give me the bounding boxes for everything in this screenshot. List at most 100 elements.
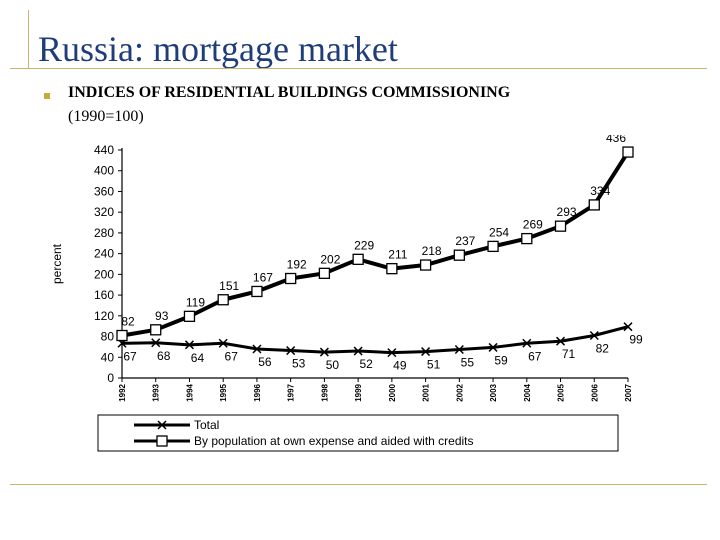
- y-tick-label: 200: [94, 267, 114, 281]
- total-point-marker: [353, 346, 363, 356]
- total-point-marker: [184, 340, 194, 350]
- population-data-label: 436: [606, 135, 626, 145]
- total-point-marker: [421, 347, 431, 357]
- y-tick-label: 240: [94, 247, 114, 261]
- population-data-label: 151: [219, 279, 239, 293]
- population-point-marker: [183, 310, 196, 322]
- total-data-label: 50: [326, 358, 340, 372]
- subtitle-base-note: (1990=100): [68, 108, 144, 125]
- x-tick-label: 1999: [354, 383, 363, 401]
- legend-marker-population: [156, 435, 168, 447]
- population-data-label: 254: [489, 225, 509, 239]
- legend-label-population: By population at own expense and aided w…: [194, 434, 474, 448]
- y-tick-label: 0: [107, 371, 114, 385]
- subtitle-heading: INDICES OF RESIDENTIAL BUILDINGS COMMISS…: [68, 84, 511, 101]
- total-data-label: 68: [157, 349, 171, 363]
- population-point-marker: [521, 232, 533, 245]
- population-data-label: 167: [253, 270, 273, 284]
- x-tick-label: 1992: [118, 383, 127, 401]
- total-data-label: 82: [596, 342, 610, 356]
- x-tick-label: 2004: [523, 383, 532, 401]
- footer-divider: [10, 484, 707, 485]
- total-point-marker: [387, 348, 397, 358]
- series-line-population: [121, 150, 630, 338]
- line-chart: 0 40 80 120 160 200 240 280 320 360 400 440 percent 1…: [50, 135, 643, 452]
- total-data-label: 67: [528, 349, 542, 363]
- x-tick-label: 1997: [287, 383, 296, 401]
- total-point-marker: [556, 336, 566, 346]
- population-data-label: 82: [121, 315, 135, 329]
- population-data-label: 202: [320, 252, 340, 266]
- total-point-marker: [589, 330, 599, 341]
- decorative-vertical-rule: [28, 10, 29, 68]
- population-data-label: 93: [155, 309, 169, 323]
- total-data-label: 99: [629, 333, 643, 347]
- x-tick-label: 2006: [590, 383, 599, 401]
- legend-box: [97, 414, 619, 452]
- legend-marker-total: [157, 420, 167, 430]
- population-point-marker: [217, 294, 229, 306]
- total-point-marker: [286, 346, 296, 356]
- population-data-label: 192: [287, 258, 307, 272]
- slide-title: Russia: mortgage market: [38, 29, 398, 69]
- total-data-label: 51: [427, 358, 441, 372]
- legend-label-total: Total: [194, 418, 219, 432]
- total-data-label: 56: [258, 355, 272, 369]
- x-tick-label: 2002: [455, 383, 464, 401]
- total-point-marker: [522, 338, 532, 348]
- population-point-marker: [116, 329, 128, 342]
- total-data-label: 59: [494, 353, 508, 367]
- x-tick-label: 2007: [624, 383, 633, 401]
- population-point-marker: [352, 253, 364, 265]
- total-point-marker: [319, 347, 329, 357]
- total-point-marker: [218, 338, 228, 348]
- population-data-label: 334: [590, 184, 610, 198]
- x-tick-label: 1996: [253, 383, 262, 401]
- population-point-marker: [487, 240, 499, 253]
- x-tick-label: 1994: [185, 383, 194, 401]
- total-point-marker: [623, 322, 633, 332]
- population-point-marker: [285, 272, 297, 285]
- y-tick-label: 40: [101, 350, 115, 364]
- population-data-label: 119: [186, 295, 205, 309]
- population-point-marker: [318, 267, 331, 279]
- total-point-marker: [252, 344, 262, 354]
- x-tick-label: 2001: [422, 383, 431, 401]
- total-data-label: 53: [292, 357, 306, 371]
- title-divider: [10, 68, 707, 69]
- total-data-label: 67: [123, 349, 137, 363]
- y-tick-label: 120: [94, 309, 114, 323]
- y-tick-label: 280: [94, 226, 114, 240]
- x-tick-label: 2005: [557, 383, 566, 401]
- y-tick-label: 440: [94, 143, 114, 157]
- population-point-marker: [554, 220, 567, 232]
- population-data-label: 218: [422, 244, 442, 258]
- population-point-marker: [622, 146, 634, 158]
- total-data-label: 52: [359, 357, 373, 371]
- total-data-label: 49: [393, 359, 407, 373]
- total-point-marker: [151, 338, 161, 348]
- x-tick-label: 1998: [320, 383, 329, 401]
- y-tick-label: 400: [94, 164, 114, 178]
- y-tick-label: 80: [101, 330, 115, 344]
- population-data-label: 293: [557, 205, 577, 219]
- x-tick-label: 1995: [219, 383, 228, 401]
- population-point-marker: [588, 199, 600, 211]
- x-tick-label: 2000: [388, 383, 397, 401]
- population-point-marker: [453, 249, 465, 261]
- population-point-marker: [150, 324, 162, 336]
- population-data-label: 229: [354, 238, 374, 252]
- y-tick-label: 360: [94, 184, 114, 198]
- bullet-icon: [44, 93, 50, 99]
- population-point-marker: [251, 285, 263, 298]
- y-tick-label: 320: [94, 205, 114, 219]
- population-data-label: 269: [523, 218, 543, 232]
- total-point-marker: [488, 342, 498, 352]
- total-data-label: 71: [562, 347, 576, 361]
- y-tick-label: 160: [94, 288, 114, 302]
- population-point-marker: [419, 259, 432, 271]
- population-data-label: 237: [455, 234, 475, 248]
- total-data-label: 64: [191, 351, 205, 365]
- total-point-marker: [454, 344, 464, 355]
- population-data-label: 211: [388, 248, 407, 262]
